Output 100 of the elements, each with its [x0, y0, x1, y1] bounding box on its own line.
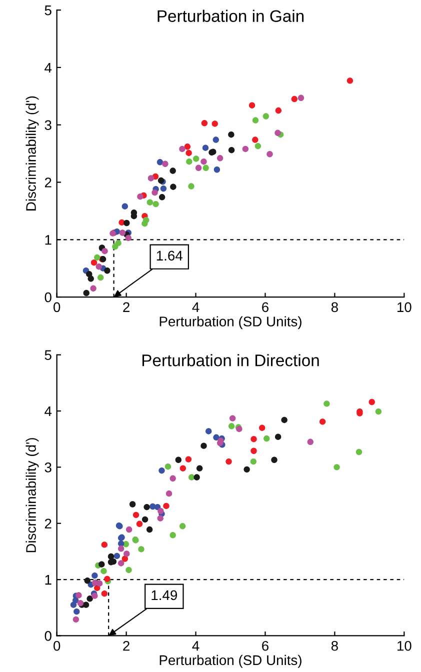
point — [86, 596, 93, 602]
point — [101, 590, 108, 597]
point — [193, 156, 200, 162]
annotation: 1.64 — [156, 250, 182, 261]
point — [216, 440, 224, 446]
point — [319, 418, 326, 425]
point — [97, 274, 104, 281]
point — [157, 515, 164, 522]
point — [70, 602, 77, 608]
point — [275, 107, 282, 114]
point — [137, 193, 144, 200]
point — [228, 132, 234, 138]
point — [375, 408, 382, 415]
point — [281, 416, 288, 424]
point — [248, 102, 256, 108]
x-tick-label: 4 — [192, 302, 200, 312]
point — [118, 540, 124, 547]
point — [94, 254, 100, 261]
point — [368, 398, 375, 406]
point — [138, 546, 144, 552]
point — [160, 185, 167, 192]
x-tick-label: 0 — [54, 640, 60, 651]
point — [98, 561, 105, 568]
point — [130, 213, 138, 220]
point — [252, 117, 259, 124]
point — [307, 438, 314, 445]
point — [206, 428, 212, 434]
point — [152, 189, 158, 196]
point — [96, 580, 103, 587]
point — [90, 259, 98, 266]
x-tick-label: 10 — [397, 302, 412, 312]
point — [108, 553, 114, 560]
point — [262, 113, 270, 120]
point — [200, 442, 207, 449]
point — [264, 435, 270, 442]
point — [129, 501, 136, 508]
point — [88, 276, 94, 282]
point — [148, 175, 154, 182]
point — [250, 436, 257, 442]
point — [76, 592, 82, 598]
point — [170, 184, 176, 190]
point — [125, 234, 132, 242]
x-axis-title: Perturbation (SD Units) — [160, 316, 302, 330]
x-tick-label: 6 — [262, 302, 268, 312]
x-tick-label: 6 — [262, 640, 268, 651]
point — [186, 150, 192, 156]
x-axis-title: Perturbation (SD Units) — [160, 654, 302, 668]
point — [118, 560, 124, 566]
point — [274, 434, 282, 440]
point — [92, 592, 98, 599]
point — [254, 142, 262, 150]
y-tick-label: 3 — [44, 462, 52, 472]
point — [228, 147, 235, 154]
point — [175, 456, 182, 463]
point — [74, 608, 80, 615]
point — [213, 434, 220, 441]
y-tick-label: 5 — [44, 6, 52, 16]
point — [164, 464, 172, 470]
y-tick-label: 0 — [44, 292, 52, 302]
point — [146, 526, 153, 533]
point — [92, 572, 98, 579]
point — [229, 415, 236, 422]
point — [104, 576, 110, 582]
point — [274, 130, 281, 136]
point — [163, 502, 170, 510]
point — [156, 159, 164, 166]
point — [334, 464, 340, 470]
point — [136, 520, 143, 528]
point — [158, 508, 164, 514]
point — [259, 424, 266, 431]
point — [212, 136, 220, 143]
point — [83, 290, 90, 296]
point — [114, 552, 120, 560]
y-tick-label: 1 — [45, 235, 52, 245]
point — [101, 542, 108, 548]
point — [271, 456, 278, 463]
x-tick-label: 10 — [397, 640, 412, 651]
point — [170, 475, 176, 482]
point — [200, 158, 207, 165]
point — [244, 466, 250, 473]
point — [158, 194, 166, 200]
x-tick-label: 2 — [123, 302, 130, 312]
point — [162, 160, 168, 167]
point — [185, 456, 192, 462]
point — [90, 285, 96, 292]
point — [214, 166, 220, 173]
y-axis-title: Discriminability (d') — [26, 96, 39, 210]
point — [212, 120, 218, 127]
point — [146, 199, 154, 206]
point — [179, 523, 186, 530]
y-tick-label: 5 — [44, 350, 52, 360]
point — [196, 465, 203, 472]
point — [324, 400, 330, 407]
x-tick-label: 2 — [123, 640, 130, 651]
point — [186, 158, 192, 165]
point — [180, 465, 186, 472]
point — [119, 230, 126, 236]
point — [104, 268, 110, 274]
point — [84, 578, 91, 584]
point — [291, 96, 298, 102]
